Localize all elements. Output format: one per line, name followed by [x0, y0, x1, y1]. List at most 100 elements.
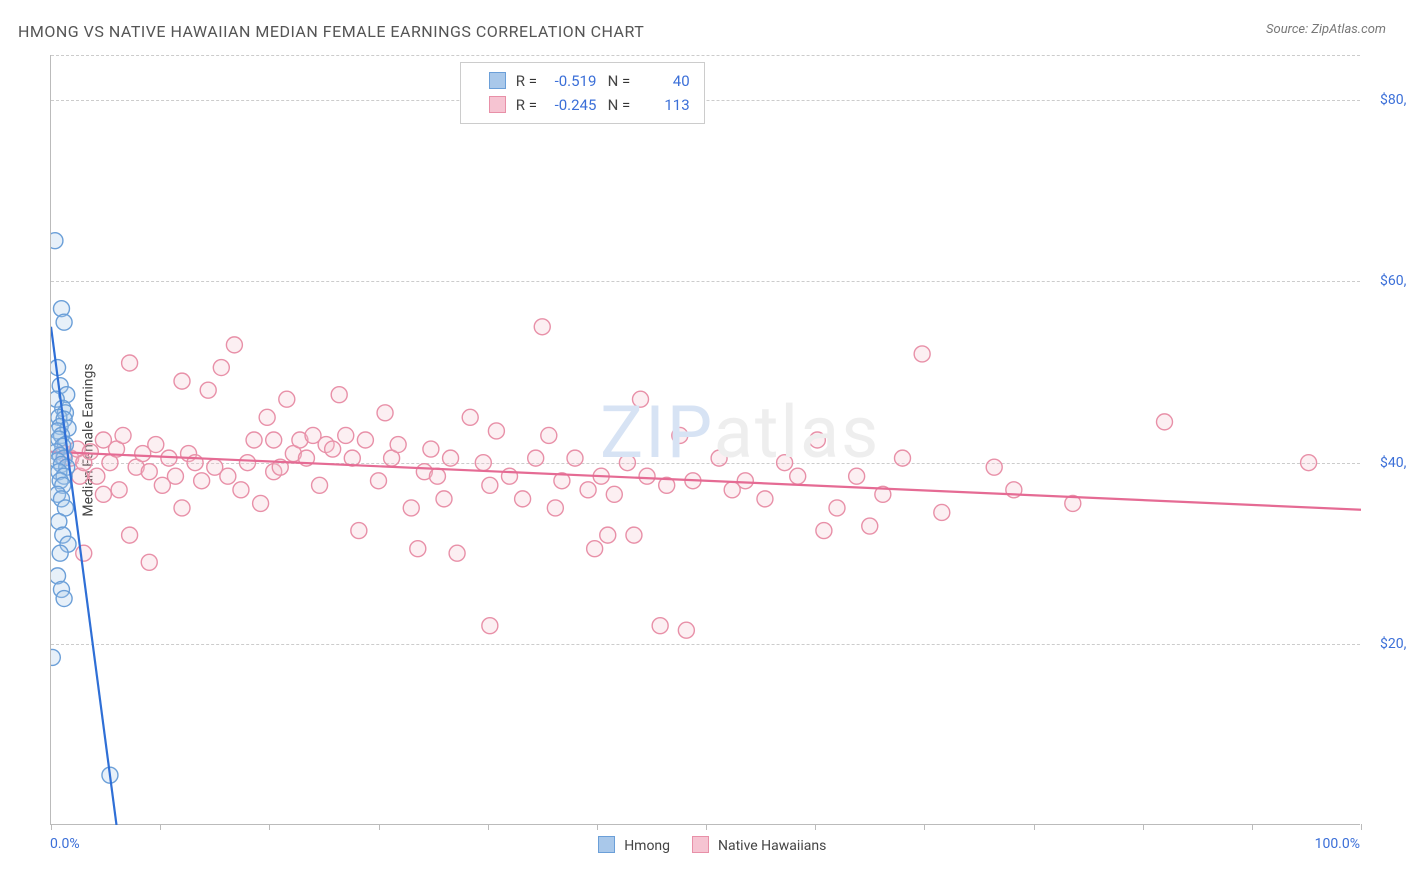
trendline-hawaiians [51, 452, 1361, 510]
point-hawaiians [194, 473, 210, 489]
point-hawaiians [934, 504, 950, 520]
point-hawaiians [240, 455, 256, 471]
point-hawaiians [777, 455, 793, 471]
chart-source: Source: ZipAtlas.com [1266, 22, 1386, 37]
point-hawaiians [541, 427, 557, 443]
point-hawaiians [312, 477, 328, 493]
point-hawaiians [325, 441, 341, 457]
x-tick [1361, 824, 1362, 830]
point-hmong [51, 360, 66, 376]
n-label: N [608, 96, 619, 114]
point-hawaiians [633, 391, 649, 407]
y-tick-label: $80,000 [1366, 92, 1406, 108]
scatter-svg [51, 55, 1361, 825]
point-hawaiians [737, 473, 753, 489]
y-tick-label: $40,000 [1366, 455, 1406, 471]
point-hawaiians [895, 450, 911, 466]
point-hawaiians [534, 319, 550, 335]
point-hawaiians [809, 432, 825, 448]
point-hawaiians [174, 373, 190, 389]
n-label: N [608, 72, 619, 90]
point-hawaiians [672, 427, 688, 443]
point-hawaiians [213, 360, 229, 376]
stats-row-hmong: R = -0.519 N = 40 [471, 69, 690, 93]
legend-swatch-hmong [598, 836, 615, 853]
point-hawaiians [449, 545, 465, 561]
hawaiians-n-value: 113 [638, 93, 690, 117]
point-hawaiians [502, 468, 518, 484]
point-hawaiians [279, 391, 295, 407]
point-hawaiians [226, 337, 242, 353]
point-hawaiians [862, 518, 878, 534]
point-hmong [56, 591, 72, 607]
r-label: R [516, 72, 525, 90]
point-hawaiians [652, 618, 668, 634]
stats-row-hawaiians: R = -0.245 N = 113 [471, 93, 690, 117]
point-hawaiians [390, 437, 406, 453]
point-hawaiians [1301, 455, 1317, 471]
point-hawaiians [246, 432, 262, 448]
point-hawaiians [259, 409, 275, 425]
point-hawaiians [122, 355, 138, 371]
point-hawaiians [122, 527, 138, 543]
swatch-hmong [489, 72, 506, 89]
hmong-n-value: 40 [638, 69, 690, 93]
point-hawaiians [757, 491, 773, 507]
point-hawaiians [580, 482, 596, 498]
point-hawaiians [436, 491, 452, 507]
point-hawaiians [167, 468, 183, 484]
point-hmong [52, 545, 68, 561]
point-hawaiians [619, 455, 635, 471]
point-hawaiians [914, 346, 930, 362]
point-hawaiians [338, 427, 354, 443]
point-hawaiians [816, 523, 832, 539]
point-hawaiians [443, 450, 459, 466]
point-hmong [51, 649, 60, 665]
y-tick-label: $60,000 [1366, 273, 1406, 289]
point-hawaiians [111, 482, 127, 498]
point-hawaiians [331, 387, 347, 403]
point-hawaiians [829, 500, 845, 516]
point-hawaiians [790, 468, 806, 484]
point-hawaiians [371, 473, 387, 489]
chart-title: HMONG VS NATIVE HAWAIIAN MEDIAN FEMALE E… [18, 22, 644, 41]
point-hawaiians [200, 382, 216, 398]
point-hawaiians [266, 432, 282, 448]
point-hawaiians [986, 459, 1002, 475]
point-hawaiians [89, 468, 105, 484]
point-hawaiians [462, 409, 478, 425]
point-hawaiians [547, 500, 563, 516]
plot-canvas: $20,000$40,000$60,000$80,000 [50, 55, 1360, 825]
point-hawaiians [377, 405, 393, 421]
point-hawaiians [410, 541, 426, 557]
point-hawaiians [482, 618, 498, 634]
point-hawaiians [639, 468, 655, 484]
point-hawaiians [82, 444, 98, 460]
point-hawaiians [515, 491, 531, 507]
point-hmong [51, 233, 63, 249]
point-hawaiians [606, 486, 622, 502]
plot-area: $20,000$40,000$60,000$80,000 [50, 55, 1360, 825]
legend-label-hmong: Hmong [624, 838, 670, 854]
point-hawaiians [351, 523, 367, 539]
point-hawaiians [711, 450, 727, 466]
legend-swatch-hawaiians [692, 836, 709, 853]
point-hawaiians [403, 500, 419, 516]
point-hawaiians [1157, 414, 1173, 430]
point-hawaiians [220, 468, 236, 484]
point-hawaiians [76, 545, 92, 561]
point-hawaiians [567, 450, 583, 466]
point-hawaiians [429, 468, 445, 484]
point-hawaiians [626, 527, 642, 543]
legend-label-hawaiians: Native Hawaiians [718, 838, 826, 854]
point-hawaiians [423, 441, 439, 457]
point-hawaiians [148, 437, 164, 453]
point-hawaiians [488, 423, 504, 439]
point-hawaiians [475, 455, 491, 471]
point-hawaiians [849, 468, 865, 484]
stats-legend-box: R = -0.519 N = 40 R = -0.245 N = 113 [460, 62, 705, 124]
point-hawaiians [357, 432, 373, 448]
point-hawaiians [233, 482, 249, 498]
point-hawaiians [174, 500, 190, 516]
hawaiians-r-value: -0.245 [544, 93, 596, 117]
